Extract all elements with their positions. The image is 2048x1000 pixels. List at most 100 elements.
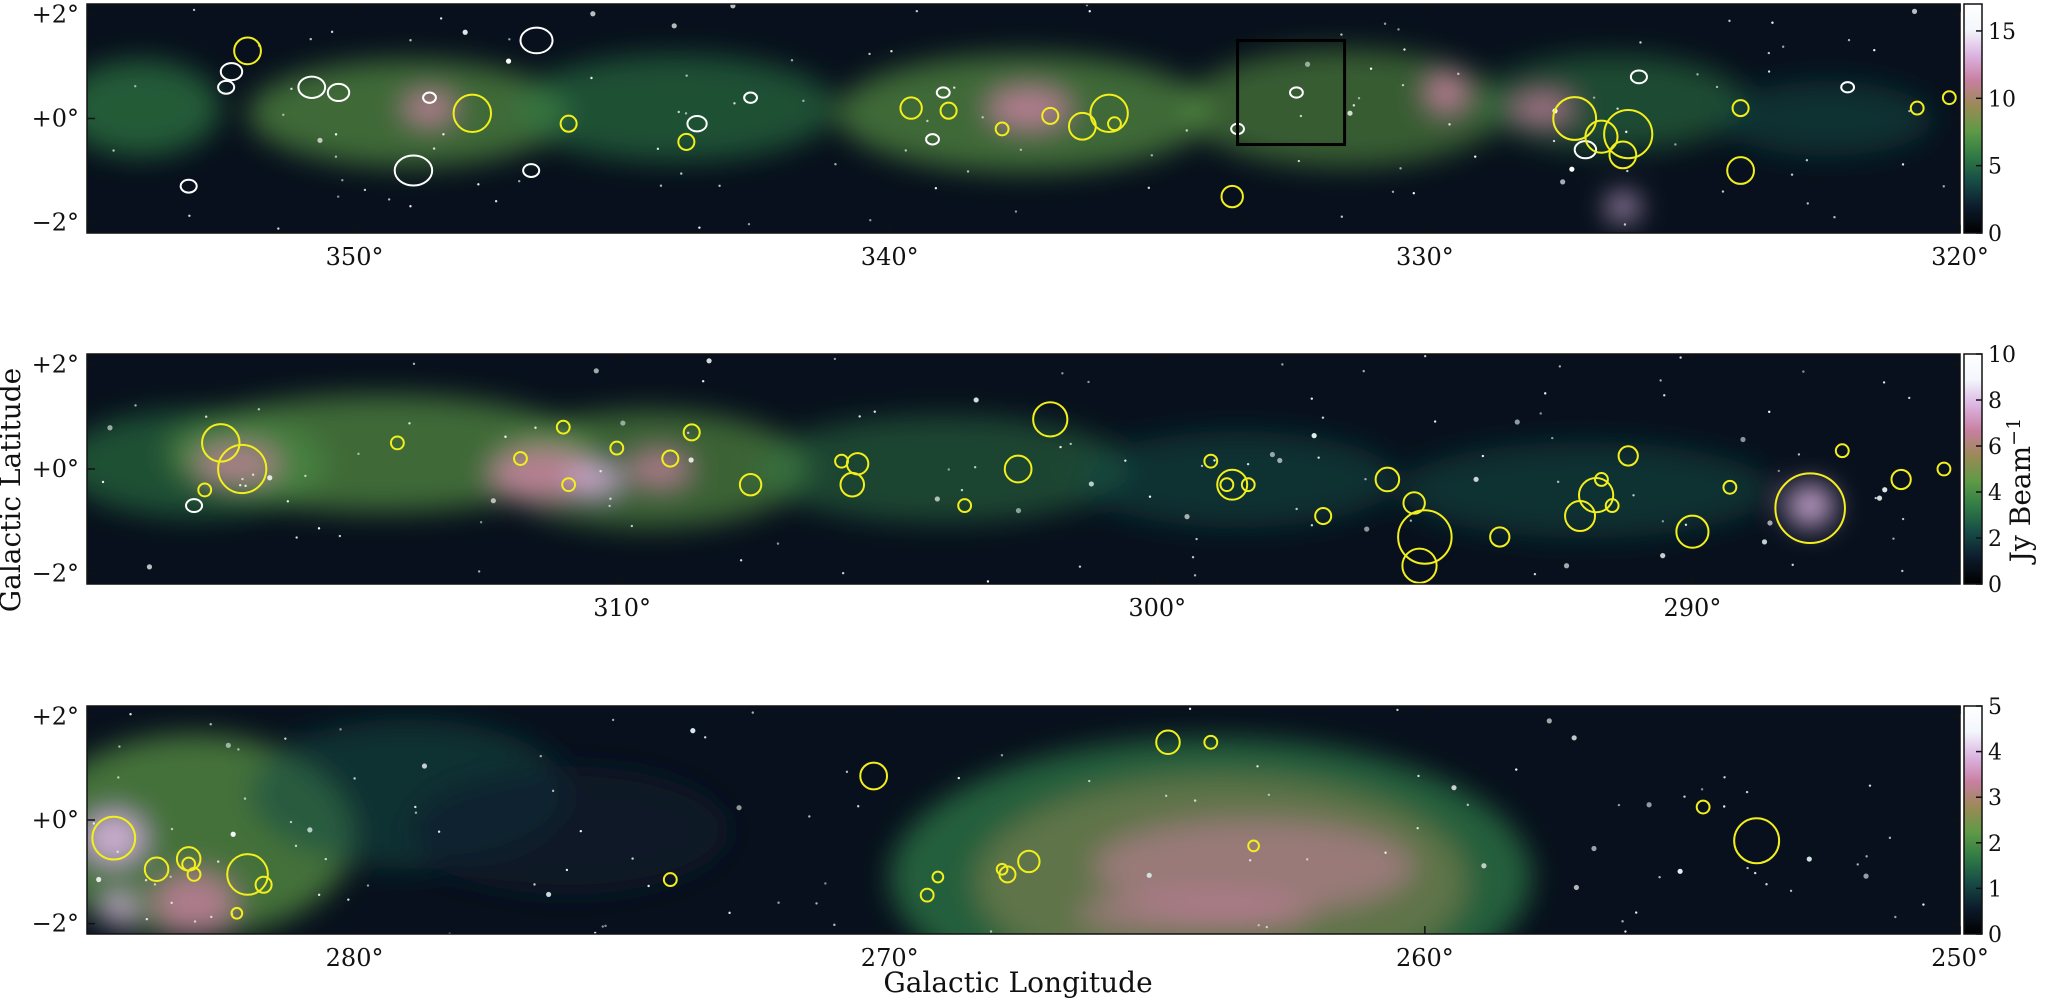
point-source [1078, 565, 1082, 568]
point-source [1310, 397, 1313, 400]
point-source [170, 827, 174, 831]
point-source [284, 737, 287, 740]
point-source [802, 99, 805, 103]
lat-tick-label: −2° [32, 910, 79, 938]
source-markers [233, 36, 1957, 209]
source-marker [957, 498, 973, 514]
point-source [957, 776, 960, 780]
source-marker [899, 96, 923, 120]
source-marker [389, 435, 405, 451]
point-source [1621, 920, 1624, 923]
point-source [1383, 22, 1387, 25]
point-source [608, 504, 611, 508]
colorbar-tick-label: 4 [1988, 481, 2002, 506]
diffuse-emission [87, 719, 1532, 934]
source-marker [1695, 799, 1711, 815]
point-source [1659, 379, 1662, 382]
emission-region [103, 892, 136, 925]
point-sources [101, 354, 1911, 583]
emission-region [1786, 484, 1835, 527]
point-source [1700, 788, 1704, 791]
contour [185, 498, 204, 514]
colorbar-tick-label: 0 [1988, 573, 2002, 598]
point-source [1213, 459, 1216, 462]
source-marker [1909, 100, 1925, 116]
source-marker [1041, 106, 1060, 125]
point-source [1147, 186, 1151, 190]
source-marker [1219, 477, 1235, 493]
point-source [307, 827, 313, 833]
point-source [845, 770, 849, 774]
point-source [239, 484, 242, 487]
point-source [1558, 365, 1562, 368]
point-source [1623, 223, 1627, 226]
point-source [112, 149, 115, 152]
point-source [904, 149, 907, 152]
y-axis-label: Galactic Latitude [0, 368, 27, 612]
point-source [1789, 889, 1793, 893]
source-marker [995, 862, 1009, 876]
colorbar-tick-label: 2 [1988, 832, 2002, 857]
point-source [409, 205, 412, 208]
point-source [1481, 454, 1485, 458]
lat-tick-label: +0° [32, 806, 79, 834]
point-source [1417, 774, 1420, 778]
point-source [1265, 925, 1269, 929]
point-source [295, 536, 298, 539]
point-source [439, 17, 443, 20]
point-source [706, 358, 712, 364]
point-source [1571, 735, 1577, 741]
emission-region [1719, 81, 1934, 156]
source-marker [1584, 119, 1619, 154]
point-source [210, 915, 213, 919]
point-source [1767, 51, 1771, 55]
source-marker [1240, 477, 1256, 493]
source-marker [254, 875, 273, 894]
point-source [294, 844, 298, 848]
point-source [412, 362, 416, 366]
point-source [1876, 495, 1883, 501]
contour [1629, 69, 1648, 85]
point-source [1911, 8, 1918, 14]
point-source [241, 477, 244, 481]
point-source [277, 227, 280, 230]
point-source [1908, 109, 1911, 113]
emission-region [1606, 193, 1639, 221]
source-marker [1203, 734, 1219, 750]
point-source [339, 728, 342, 731]
point-source [1297, 159, 1301, 163]
point-source [170, 901, 173, 905]
emission-region [1077, 431, 1399, 528]
point-source [118, 745, 121, 748]
emission-region [1398, 441, 1773, 539]
source-marker [217, 443, 268, 495]
point-source [1184, 514, 1190, 520]
point-source [92, 822, 96, 825]
point-source [1942, 185, 1945, 188]
point-source [289, 820, 293, 824]
source-markers [197, 401, 1952, 584]
point-source [1626, 169, 1629, 173]
zoom-box [1236, 38, 1347, 147]
point-source [1514, 419, 1520, 425]
point-source [251, 473, 255, 476]
point-source [986, 580, 990, 583]
colorbar-tick-label: 8 [1988, 389, 2002, 414]
point-source [477, 570, 481, 573]
source-marker [1032, 401, 1069, 438]
point-source [1873, 48, 1876, 52]
source-marker [1155, 729, 1181, 756]
panel-bottom: 280° 270° 260° 250° +2° +0° −2° 5 4 3 2 1 0 [32, 695, 2002, 972]
colorbar-tick-label: 10 [1988, 87, 2016, 112]
point-source [1340, 215, 1344, 218]
point-source [1481, 863, 1487, 869]
point-source [129, 713, 132, 716]
point-source [1888, 836, 1892, 840]
point-source [1901, 569, 1904, 573]
point-source [777, 901, 780, 904]
lat-tick-label: +0° [32, 455, 79, 483]
point-source [590, 11, 596, 17]
lat-tick-label: −2° [32, 560, 79, 588]
point-source [858, 415, 861, 418]
source-marker [555, 419, 571, 435]
